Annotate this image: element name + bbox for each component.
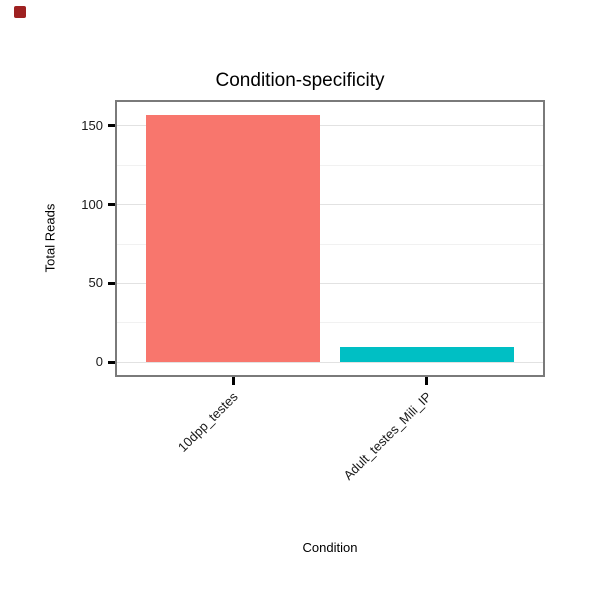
y-tick-label: 50 bbox=[88, 275, 103, 291]
gridline-major bbox=[117, 361, 543, 363]
red-square-marker bbox=[14, 6, 26, 18]
chart-title: Condition-specificity bbox=[215, 70, 385, 91]
x-tick-mark bbox=[231, 377, 235, 385]
gridline-major bbox=[117, 125, 543, 127]
y-tick-mark bbox=[108, 281, 115, 285]
x-tick-label: 10dpp_testes bbox=[174, 389, 241, 455]
bar bbox=[339, 346, 514, 363]
gridline-major bbox=[117, 204, 543, 206]
x-axis-title: Condition bbox=[302, 540, 358, 555]
y-tick-label: 100 bbox=[81, 196, 103, 212]
y-tick-mark bbox=[108, 203, 115, 207]
x-tick-label: Adult_testes_Mili_IP bbox=[340, 389, 435, 483]
y-tick-label: 150 bbox=[81, 117, 103, 133]
x-tick-mark bbox=[425, 377, 429, 385]
gridline-minor bbox=[117, 322, 543, 324]
gridline-minor bbox=[117, 243, 543, 245]
y-tick-mark bbox=[108, 124, 115, 128]
gridline-minor bbox=[117, 164, 543, 166]
y-axis-title: Total Reads bbox=[42, 203, 58, 273]
bar bbox=[146, 114, 321, 363]
gridline-major bbox=[117, 282, 543, 284]
plot-panel bbox=[115, 100, 545, 377]
y-tick-mark bbox=[108, 360, 115, 364]
y-tick-label: 0 bbox=[95, 354, 103, 370]
